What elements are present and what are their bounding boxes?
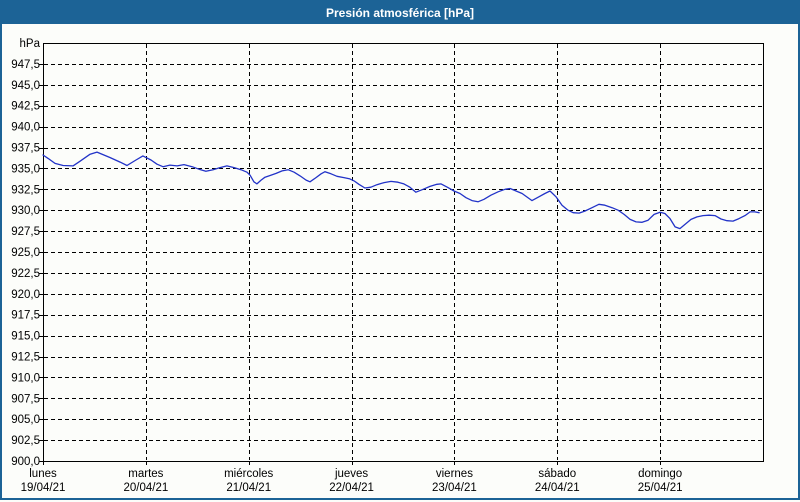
x-date-label: 22/04/21 [329,482,374,494]
y-tick-label: 900,0 [11,456,40,468]
y-tick-label: 930,0 [11,205,40,217]
y-tick-label: 922,5 [11,268,40,280]
y-tick-label: 920,0 [11,289,40,301]
y-axis-unit: hPa [20,38,41,50]
y-tick-label: 912,5 [11,352,40,364]
x-date-label: 20/04/21 [123,482,168,494]
pressure-line [42,151,760,230]
x-day-label: lunes [29,468,57,480]
y-tick-label: 942,5 [11,101,40,113]
x-date-label: 24/04/21 [535,482,580,494]
y-tick-label: 937,5 [11,143,40,155]
x-day-label: domingo [638,468,682,480]
x-day-label: miércoles [224,468,273,480]
x-day-label: viernes [436,468,473,480]
y-tick-label: 935,0 [11,163,40,175]
y-tick-label: 907,5 [11,393,40,405]
y-tick-label: 915,0 [11,331,40,343]
x-date-label: 25/04/21 [638,482,683,494]
y-tick-label: 910,0 [11,372,40,384]
axis-ticks [39,64,661,465]
x-day-label: jueves [334,468,368,480]
y-tick-label: 940,0 [11,122,40,134]
chart-title: Presión atmosférica [hPa] [325,6,475,20]
y-tick-label: 947,5 [11,59,40,71]
x-date-label: 23/04/21 [432,482,477,494]
plot-border [43,43,764,462]
y-tick-label: 927,5 [11,226,40,238]
y-tick-label: 902,5 [11,435,40,447]
y-tick-label: 925,0 [11,247,40,259]
y-tick-label: 932,5 [11,184,40,196]
x-day-label: sábado [538,468,576,480]
gridlines [44,44,762,460]
x-date-label: 19/04/21 [21,482,66,494]
y-axis-labels: hPa 947,5 945,0 942,5 940,0 937,5 935,0 932,5 93… [11,38,40,468]
x-day-label: martes [128,468,163,480]
y-tick-label: 905,0 [11,414,40,426]
title-bar: Presión atmosférica [hPa] [2,2,798,24]
y-tick-label: 945,0 [11,80,40,92]
x-axis-labels: lunes 19/04/21 martes 20/04/21 miércoles 21/0… [21,468,683,494]
y-tick-label: 917,5 [11,310,40,322]
x-date-label: 21/04/21 [226,482,271,494]
